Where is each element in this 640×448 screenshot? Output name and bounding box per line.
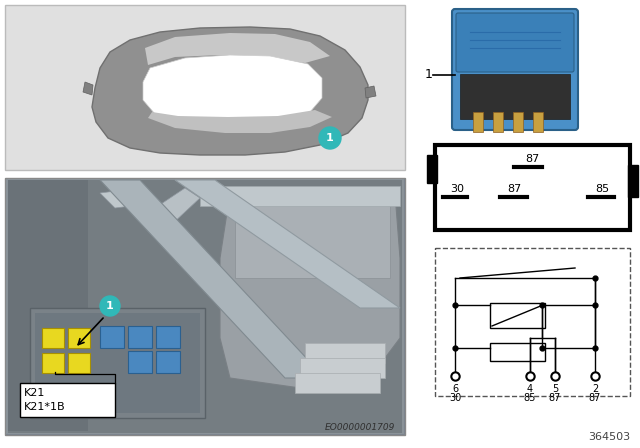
Bar [68,328,90,348]
Bar [8,180,88,431]
Text: 85: 85 [595,184,609,194]
Text: EO0000001709: EO0000001709 [324,422,395,431]
Text: 364503: 364503 [588,432,630,442]
Polygon shape [145,33,330,65]
Bar [42,328,64,348]
Text: 1: 1 [326,133,334,143]
Bar [490,303,545,328]
Polygon shape [143,55,322,122]
Text: 30: 30 [449,393,461,403]
Text: 4: 4 [527,384,533,394]
Text: 87: 87 [525,154,539,164]
Bar [513,112,523,132]
Bar [8,180,402,433]
Polygon shape [175,180,400,308]
Bar [128,351,152,373]
Circle shape [319,127,341,149]
FancyBboxPatch shape [456,13,574,72]
Polygon shape [148,110,332,133]
Text: 1: 1 [106,301,114,311]
Polygon shape [305,343,385,363]
Bar [235,198,390,278]
Text: 5: 5 [552,384,558,394]
Text: 85: 85 [524,393,536,403]
Bar [427,155,437,183]
Bar [68,353,90,373]
Bar [435,248,630,396]
Bar [30,308,205,418]
Text: K21*1B: K21*1B [24,402,66,412]
Text: 2: 2 [592,384,598,394]
Bar [20,383,115,417]
Polygon shape [155,188,200,226]
Bar [156,326,180,348]
Bar [6,179,404,434]
Text: 6: 6 [452,384,458,394]
Bar [493,112,503,132]
Polygon shape [295,373,380,393]
Bar [533,112,543,132]
Text: 87: 87 [589,393,601,403]
Circle shape [100,296,120,316]
Bar [490,343,545,361]
Bar [473,112,483,132]
Text: 87: 87 [507,184,521,194]
Polygon shape [365,86,376,98]
Text: 30: 30 [450,184,464,194]
Polygon shape [200,186,400,206]
Polygon shape [300,358,385,378]
Bar [628,165,638,197]
Polygon shape [100,180,325,378]
Polygon shape [92,27,368,155]
FancyBboxPatch shape [452,9,578,130]
Bar [5,178,405,435]
Polygon shape [100,188,155,208]
Polygon shape [83,82,93,95]
Text: K21: K21 [24,388,45,398]
Bar [156,351,180,373]
Bar [5,5,405,170]
Bar [128,326,152,348]
Bar [460,74,570,119]
Bar [35,313,200,413]
Bar [100,326,124,348]
Text: 1: 1 [425,69,433,82]
Bar [435,145,630,230]
Text: 87: 87 [549,393,561,403]
Polygon shape [220,193,400,388]
Bar [42,353,64,373]
